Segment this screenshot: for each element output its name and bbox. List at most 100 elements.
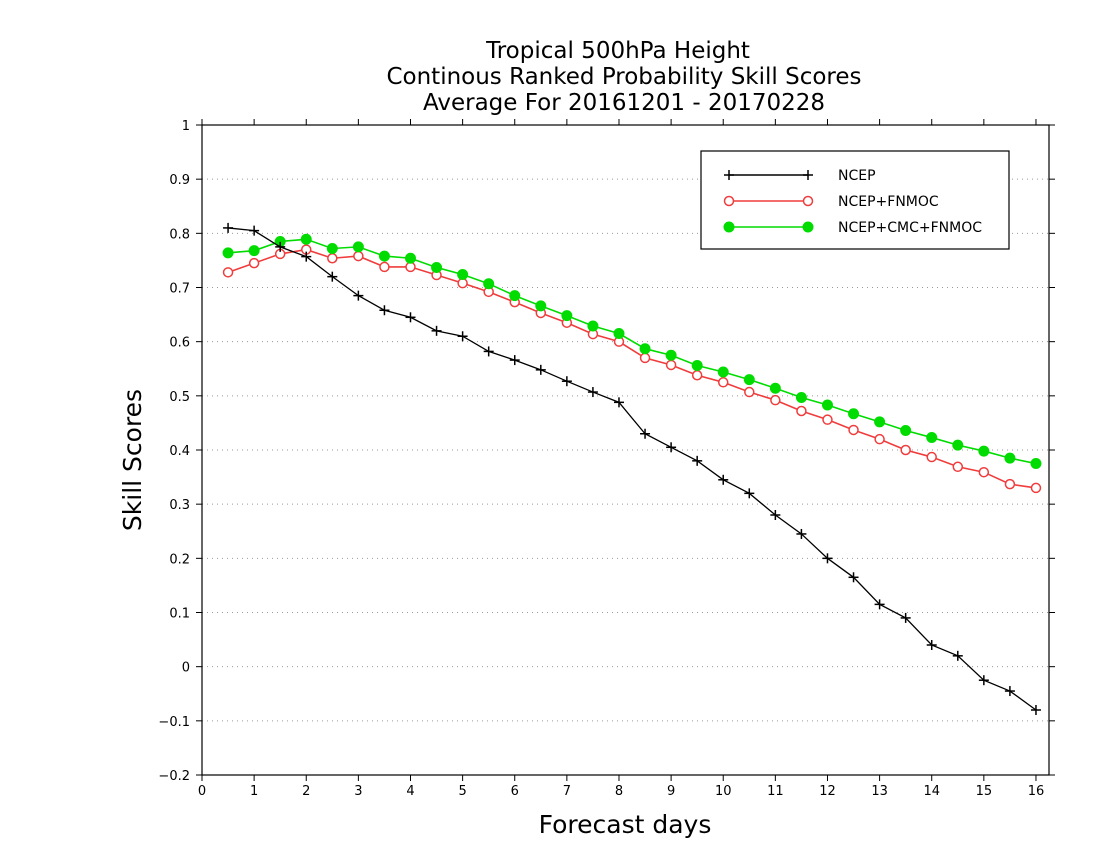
- data-point-ncep-cmc-fnmoc: [378, 250, 390, 262]
- y-tick-label: −0.1: [158, 715, 190, 730]
- data-point-ncep-fnmoc: [405, 261, 416, 273]
- data-point-ncep: [405, 312, 416, 323]
- data-point-ncep: [952, 650, 963, 661]
- x-tick-label: 16: [1028, 784, 1045, 799]
- y-axis-title: Skill Scores: [118, 389, 147, 531]
- data-point-ncep-cmc-fnmoc: [509, 290, 521, 302]
- chart-title-line-1: Tropical 500hPa Height: [485, 38, 750, 64]
- data-point-ncep: [301, 251, 312, 262]
- data-point-ncep: [796, 528, 807, 539]
- x-tick-label: 2: [302, 784, 310, 799]
- data-point-ncep: [770, 510, 781, 520]
- data-point-ncep-fnmoc: [248, 257, 260, 269]
- data-point-ncep-cmc-fnmoc: [457, 269, 469, 280]
- y-tick-label: 0.4: [169, 444, 190, 459]
- data-point-ncep-cmc-fnmoc: [404, 252, 416, 264]
- data-point-ncep: [275, 241, 286, 252]
- legend-label-ncep-fnmoc: NCEP+FNMOC: [838, 194, 939, 210]
- chart-title: Tropical 500hPa Height Continous Ranked …: [386, 38, 861, 116]
- legend: NCEP NCEP+FNMOC NCEP+CMC+FNMOC: [700, 150, 1010, 250]
- x-tick-label: 8: [615, 784, 623, 799]
- legend-marker-ncep-fnmoc: [802, 195, 814, 207]
- series-layer: [222, 222, 1042, 715]
- data-point-ncep-cmc-fnmoc: [795, 391, 807, 403]
- data-point-ncep-fnmoc: [1004, 478, 1016, 490]
- data-point-ncep: [457, 331, 468, 342]
- data-point-ncep-cmc-fnmoc: [717, 366, 729, 378]
- legend-marker-ncep: [803, 170, 813, 180]
- data-point-ncep-cmc-fnmoc: [248, 245, 260, 257]
- data-point-ncep-cmc-fnmoc: [743, 374, 755, 386]
- data-point-ncep: [509, 355, 520, 366]
- x-tick-label: 15: [976, 784, 993, 799]
- data-point-ncep-cmc-fnmoc: [326, 243, 338, 254]
- legend-label-ncep-cmc-fnmoc: NCEP+CMC+FNMOC: [838, 220, 982, 236]
- data-point-ncep-fnmoc: [222, 267, 234, 278]
- data-point-ncep-cmc-fnmoc: [665, 349, 677, 361]
- data-point-ncep-fnmoc: [848, 424, 859, 436]
- legend-label-ncep: NCEP: [838, 168, 876, 184]
- data-point-ncep: [431, 325, 442, 336]
- data-point-ncep-cmc-fnmoc: [1030, 458, 1042, 470]
- data-point-ncep: [353, 290, 364, 301]
- data-point-ncep: [640, 428, 651, 439]
- x-tick-label: 13: [871, 784, 888, 799]
- y-tick-label: 0.7: [169, 282, 190, 297]
- y-tick-label: 0.3: [169, 498, 190, 513]
- x-tick-label: 4: [406, 784, 414, 799]
- data-point-ncep-cmc-fnmoc: [561, 310, 573, 322]
- data-point-ncep-fnmoc: [691, 370, 703, 381]
- data-point-ncep-fnmoc: [1030, 482, 1042, 494]
- legend-marker-ncep-fnmoc: [723, 195, 735, 207]
- data-point-ncep-fnmoc: [744, 386, 755, 398]
- y-tick-label: 0.1: [169, 607, 190, 622]
- data-point-ncep: [249, 225, 260, 236]
- data-point-ncep: [926, 640, 937, 650]
- data-point-ncep-fnmoc: [717, 377, 729, 388]
- data-point-ncep-fnmoc: [822, 414, 833, 425]
- legend-marker-ncep-cmc-fnmoc: [723, 221, 735, 233]
- data-point-ncep: [900, 612, 911, 623]
- data-point-ncep-fnmoc: [327, 253, 338, 264]
- data-point-ncep-fnmoc: [796, 405, 807, 417]
- data-point-ncep: [327, 271, 338, 282]
- data-point-ncep-cmc-fnmoc: [900, 425, 912, 436]
- x-tick-label: 1: [250, 784, 258, 799]
- x-tick-label: 5: [458, 784, 466, 799]
- data-point-ncep: [874, 599, 885, 610]
- legend-box: [700, 150, 1010, 250]
- data-point-ncep-cmc-fnmoc: [613, 328, 625, 340]
- data-point-ncep-cmc-fnmoc: [222, 247, 234, 259]
- data-point-ncep-fnmoc: [457, 277, 468, 289]
- data-point-ncep: [483, 346, 494, 357]
- data-point-ncep-cmc-fnmoc: [587, 320, 599, 332]
- data-point-ncep-cmc-fnmoc: [821, 399, 833, 411]
- data-point-ncep-fnmoc: [770, 394, 781, 406]
- y-tick-label: 0.2: [169, 552, 190, 567]
- data-point-ncep-fnmoc: [665, 359, 677, 371]
- x-tick-label: 11: [767, 784, 784, 799]
- x-tick-label: 14: [923, 784, 940, 799]
- data-point-ncep: [1004, 686, 1015, 697]
- data-point-ncep-cmc-fnmoc: [639, 343, 651, 355]
- x-tick-label: 6: [511, 784, 519, 799]
- data-point-ncep: [535, 364, 546, 375]
- data-point-ncep-fnmoc: [978, 466, 990, 478]
- data-point-ncep: [223, 222, 234, 233]
- legend-marker-ncep-cmc-fnmoc: [802, 221, 814, 233]
- data-point-ncep-cmc-fnmoc: [483, 278, 495, 290]
- data-point-ncep-fnmoc: [874, 433, 885, 445]
- data-point-ncep-cmc-fnmoc: [769, 382, 781, 394]
- data-point-ncep-cmc-fnmoc: [1004, 452, 1016, 464]
- data-point-ncep-fnmoc: [926, 451, 937, 463]
- y-tick-label: 0.6: [169, 336, 190, 351]
- data-point-ncep-cmc-fnmoc: [874, 416, 886, 428]
- data-point-ncep-cmc-fnmoc: [300, 233, 312, 245]
- y-tick-label: −0.2: [158, 769, 190, 784]
- x-tick-label: 3: [354, 784, 362, 799]
- data-point-ncep-cmc-fnmoc: [848, 408, 860, 420]
- y-tick-label: 0.5: [169, 390, 190, 405]
- series-ncep: [223, 222, 1041, 715]
- data-point-ncep: [848, 572, 859, 583]
